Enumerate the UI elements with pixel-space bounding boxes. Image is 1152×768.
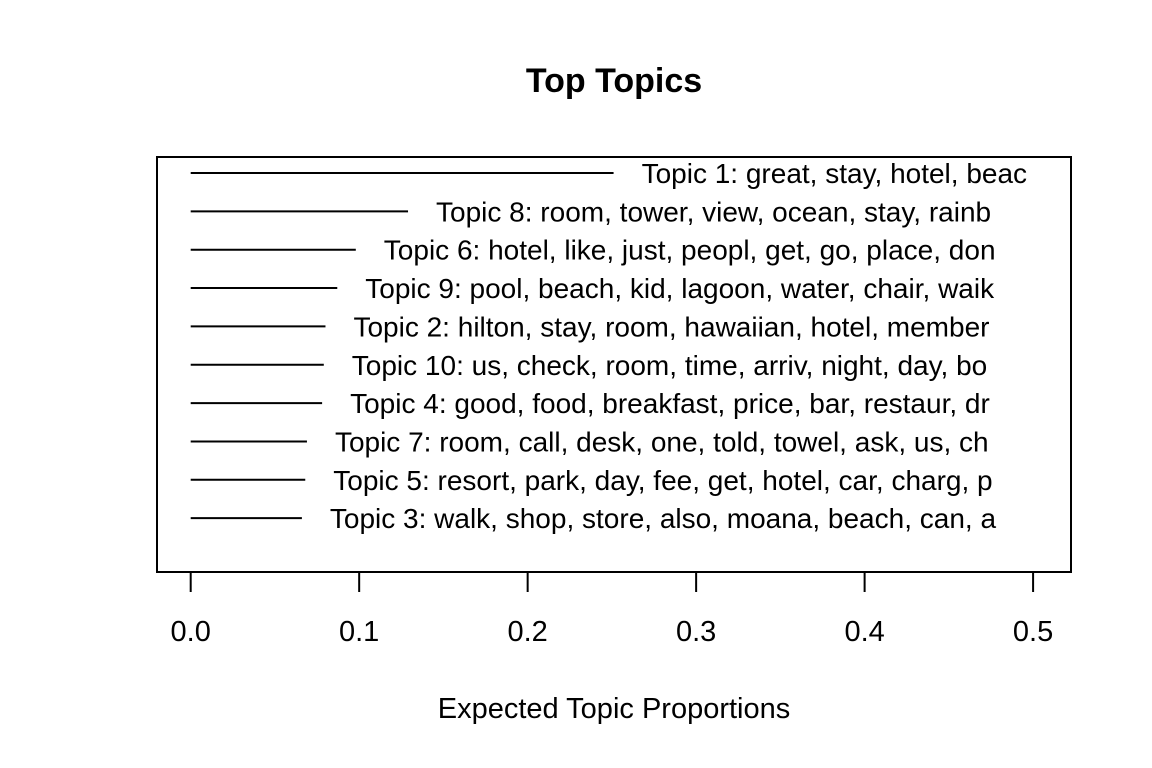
topic-label: Topic 10: us, check, room, time, arriv, …: [352, 350, 987, 381]
topic-label: Topic 3: walk, shop, store, also, moana,…: [330, 503, 997, 534]
x-tick-label: 0.3: [676, 616, 716, 648]
topic-label: Topic 8: room, tower, view, ocean, stay,…: [436, 196, 991, 227]
topic-label: Topic 5: resort, park, day, fee, get, ho…: [333, 465, 992, 496]
topic-label: Topic 6: hotel, like, just, peopl, get, …: [384, 235, 996, 266]
topic-label: Topic 7: room, call, desk, one, told, to…: [335, 426, 989, 457]
x-tick-label: 0.2: [507, 616, 547, 648]
topic-label: Topic 1: great, stay, hotel, beac: [642, 158, 1027, 189]
x-tick-label: 0.1: [339, 616, 379, 648]
x-tick-label: 0.0: [171, 616, 211, 648]
x-tick-label: 0.5: [1013, 616, 1053, 648]
topic-label: Topic 4: good, food, breakfast, price, b…: [350, 388, 990, 419]
topic-label: Topic 9: pool, beach, kid, lagoon, water…: [365, 273, 995, 304]
x-tick-label: 0.4: [844, 616, 884, 648]
x-axis-title: Expected Topic Proportions: [438, 693, 791, 725]
topic-label: Topic 2: hilton, stay, room, hawaiian, h…: [353, 311, 989, 342]
chart-title: Top Topics: [526, 62, 702, 100]
